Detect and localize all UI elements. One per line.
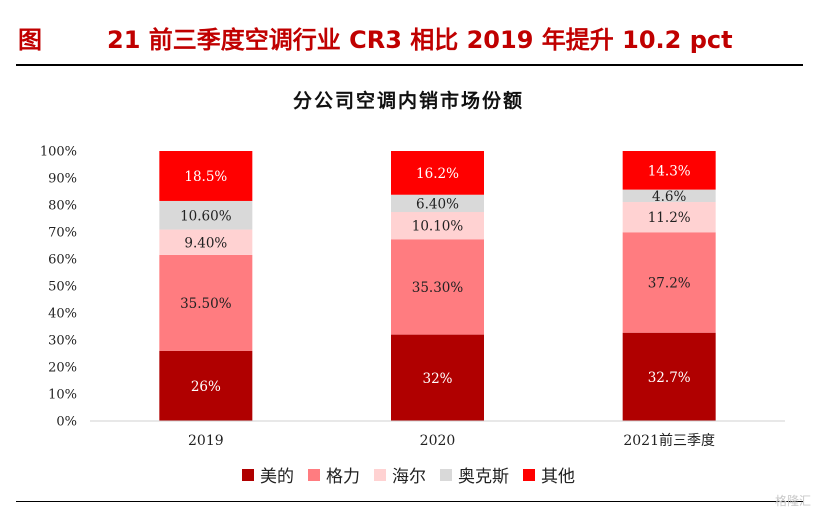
watermark-logo: 格隆汇: [774, 494, 811, 508]
bar-segment: [391, 212, 484, 240]
x-tick-label: 2019: [188, 433, 224, 449]
data-label: 10.60%: [180, 208, 232, 224]
legend-label: 海尔: [392, 467, 426, 487]
data-label: 11.2%: [648, 210, 691, 226]
bar-segment: [622, 332, 716, 421]
header-rule: [16, 64, 803, 66]
legend-swatch: [308, 468, 320, 481]
x-tick-label: 2021前三季度: [623, 432, 715, 449]
legend-item: 其他: [523, 462, 575, 487]
bar-segment: [622, 189, 716, 203]
figure-title: 21 前三季度空调行业 CR3 相比 2019 年提升 10.2 pct: [107, 26, 733, 54]
legend-item: 美的: [242, 462, 294, 487]
bar-segment: [159, 229, 253, 255]
data-label: 32.7%: [648, 370, 691, 386]
bar-segment: [391, 334, 484, 421]
bar-segment: [622, 151, 716, 190]
bar-segment: [159, 151, 253, 201]
data-label: 35.50%: [180, 296, 232, 312]
data-label: 9.40%: [184, 235, 227, 251]
bar-segment: [391, 239, 484, 335]
chart-title: 分公司空调内销市场份额: [292, 90, 524, 112]
legend-swatch: [242, 468, 254, 481]
data-label: 18.5%: [184, 169, 227, 185]
bar-segment: [622, 232, 716, 333]
legend: 美的 格力 海尔 奥克斯 其他: [0, 462, 817, 487]
legend-item: 格力: [308, 462, 360, 487]
data-label: 26%: [191, 379, 221, 395]
figure-label: 图: [18, 26, 42, 54]
y-axis: 0% 10% 20% 30% 40% 50% 60% 70% 80% 90% 100%: [40, 145, 77, 430]
data-label: 35.30%: [412, 280, 464, 296]
figure-header: 图 21 前三季度空调行业 CR3 相比 2019 年提升 10.2 pct: [0, 0, 817, 62]
legend-swatch: [523, 468, 535, 481]
y-tick-label: 60%: [48, 253, 77, 268]
data-label: 4.6%: [652, 189, 686, 205]
y-tick-label: 30%: [48, 334, 77, 349]
y-tick-label: 20%: [48, 361, 77, 376]
data-label: 32%: [422, 371, 452, 387]
legend-item: 海尔: [374, 462, 426, 487]
y-tick-label: 80%: [48, 199, 77, 214]
legend-label: 奥克斯: [458, 467, 509, 487]
bar-segment: [391, 151, 484, 195]
bar-segment: [391, 194, 484, 213]
bar-segment: [159, 350, 253, 421]
footer-rule: [16, 501, 803, 502]
legend-label: 美的: [260, 467, 294, 487]
legend-item: 奥克斯: [440, 462, 509, 487]
bars: 26% 35.50% 9.40% 10.60% 18.5% 32% 35.30% 10.10%…: [159, 151, 716, 421]
bar-segment: [622, 202, 716, 233]
data-label: 37.2%: [648, 275, 691, 291]
y-tick-label: 0%: [56, 415, 77, 430]
bar-segment: [159, 254, 253, 351]
bar-segment: [159, 200, 253, 230]
legend-swatch: [374, 468, 386, 481]
y-tick-label: 40%: [48, 307, 77, 322]
y-tick-label: 10%: [48, 388, 77, 403]
data-label: 6.40%: [416, 196, 459, 212]
y-tick-label: 100%: [40, 145, 77, 160]
data-label: 14.3%: [648, 163, 691, 179]
legend-swatch: [440, 468, 452, 481]
y-tick-label: 90%: [48, 172, 77, 187]
x-axis: 2019 2020 2021前三季度: [90, 420, 785, 449]
data-label: 16.2%: [416, 166, 459, 182]
x-tick-label: 2020: [420, 433, 456, 449]
legend-label: 格力: [326, 467, 360, 487]
legend-label: 其他: [541, 467, 575, 487]
y-tick-label: 70%: [48, 226, 77, 241]
data-label: 10.10%: [412, 219, 464, 235]
y-tick-label: 50%: [48, 280, 77, 295]
